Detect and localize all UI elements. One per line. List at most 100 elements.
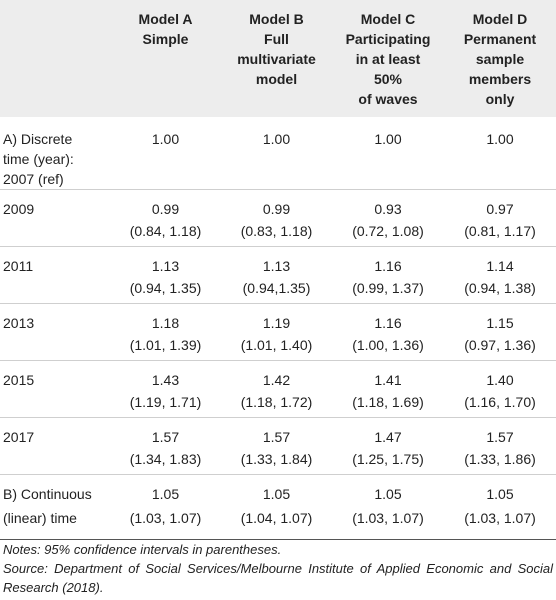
table-row-2013: 2013 1.18 1.19 1.16 1.15 [0,303,556,335]
cell-value: 1.57 [221,417,332,449]
cell-ci: (1.03, 1.07) [444,506,556,540]
cell-ci: (0.72, 1.08) [352,223,424,239]
row-label-line: 2007 (ref) [3,171,64,187]
table-row-2015-ci: (1.19, 1.71) (1.18, 1.72) (1.18, 1.69) (… [0,392,556,418]
cell-ci: (1.03, 1.07) [110,506,221,540]
row-label: 2015 [0,360,110,392]
table-body: A) Discrete time (year): 2007 (ref) 1.00… [0,117,556,540]
header-blank [0,0,110,117]
cell-value: 0.99 [221,189,332,221]
cell-value: 1.18 [110,303,221,335]
row-label-empty [0,278,110,304]
header-model-a: Model A Simple [110,0,221,117]
header-line: Simple [142,31,189,47]
header-model-c: Model C Participating in at least 50% of… [332,0,444,117]
table-row-2017: 2017 1.57 1.57 1.47 1.57 [0,417,556,449]
cell-value: 1.41 [332,360,444,392]
cell-value: 1.19 [221,303,332,335]
cell-ci: (1.03, 1.07) [332,506,444,540]
cell-value: 1.57 [444,417,556,449]
cell-ci: (1.18, 1.69) [352,394,424,410]
cell-value: 1.00 [262,131,291,147]
header-line: Model C [360,11,416,27]
cell-ci: (1.33, 1.84) [240,451,313,467]
table-row-2017-ci: (1.34, 1.83) (1.33, 1.84) (1.25, 1.75) (… [0,449,556,475]
results-table: Model A Simple Model B Full multivariate… [0,0,556,540]
row-label-line: A) Discrete [3,131,73,147]
cell-value: 1.15 [444,303,556,335]
row-label: 2017 [0,417,110,449]
table-notes: Notes: 95% confidence intervals in paren… [3,540,553,597]
row-label: 2009 [0,189,110,221]
cell-ci: (1.18, 1.72) [240,394,313,410]
row-label: (linear) time [0,506,110,540]
cell-value: 0.97 [444,189,556,221]
table-row-2015: 2015 1.43 1.42 1.41 1.40 [0,360,556,392]
row-label: 2013 [0,303,110,335]
row-label-empty [0,335,110,361]
header-line: Model D [472,11,528,27]
header-line: only [485,91,515,107]
cell-ci: (1.01, 1.39) [129,337,202,353]
cell-ci: (1.04, 1.07) [221,506,332,540]
header-row: Model A Simple Model B Full multivariate… [0,0,556,117]
cell-ci: (0.99, 1.37) [352,280,424,296]
header-line: Participating [345,31,431,47]
header-line: of waves [358,91,418,107]
row-label-empty [0,449,110,475]
header-line: model [255,71,298,87]
row-label: A) Discrete time (year): 2007 (ref) [0,117,110,190]
header-line: sample [475,51,525,67]
cell-value: 1.16 [332,303,444,335]
cell-value: 1.47 [332,417,444,449]
cell-value: 1.05 [110,474,221,506]
header-line: Permanent [463,31,537,47]
cell-ci: (1.00, 1.36) [352,337,424,353]
cell-value: 1.16 [332,246,444,278]
header-model-d: Model D Permanent sample members only [444,0,556,117]
table-header: Model A Simple Model B Full multivariate… [0,0,556,117]
cell-ci: (1.16, 1.70) [464,394,536,410]
cell-value: 1.13 [110,246,221,278]
cell-value: 1.14 [444,246,556,278]
source-line: Source: Department of Social Services/Me… [3,561,553,595]
header-line: Full [264,31,289,47]
cell-value: 0.99 [110,189,221,221]
table-row-2009: 2009 0.99 0.99 0.93 0.97 [0,189,556,221]
table-row-continuous: B) Continuous 1.05 1.05 1.05 1.05 [0,474,556,506]
cell-value: 1.00 [486,131,514,147]
cell-ci: (1.25, 1.75) [352,451,424,467]
cell-ci: (0.94, 1.35) [129,280,202,296]
header-model-b: Model B Full multivariate model [221,0,332,117]
cell-ci: (0.97, 1.36) [464,337,536,353]
cell-ci: (0.84, 1.18) [129,223,202,239]
table-row-continuous-ci: (linear) time (1.03, 1.07) (1.04, 1.07) … [0,506,556,540]
cell-ci: (0.81, 1.17) [464,223,536,239]
table-row-2011: 2011 1.13 1.13 1.16 1.14 [0,246,556,278]
cell-value: 1.05 [444,474,556,506]
cell-ci: (1.19, 1.71) [129,394,202,410]
cell-value: 1.43 [110,360,221,392]
cell-value: 1.57 [110,417,221,449]
row-label: B) Continuous [0,474,110,506]
cell-ci: (0.83, 1.18) [240,223,313,239]
row-label-empty [0,221,110,247]
cell-ci: (0.94,1.35) [242,280,311,296]
cell-ci: (1.01, 1.40) [240,337,313,353]
row-label-line: time (year): [3,151,74,167]
cell-ci: (1.33, 1.86) [464,451,536,467]
table-row-2011-ci: (0.94, 1.35) (0.94,1.35) (0.99, 1.37) (0… [0,278,556,304]
table-row-ref-2007: A) Discrete time (year): 2007 (ref) 1.00… [0,117,556,190]
table-row-2013-ci: (1.01, 1.39) (1.01, 1.40) (1.00, 1.36) (… [0,335,556,361]
cell-value: 1.13 [221,246,332,278]
row-label: 2011 [0,246,110,278]
row-label-empty [0,392,110,418]
cell-value: 1.42 [221,360,332,392]
header-line: multivariate [237,51,316,67]
cell-value: 1.40 [444,360,556,392]
header-line: 50% [373,71,403,87]
cell-value: 0.93 [332,189,444,221]
cell-value: 1.00 [374,131,402,147]
cell-value: 1.05 [332,474,444,506]
